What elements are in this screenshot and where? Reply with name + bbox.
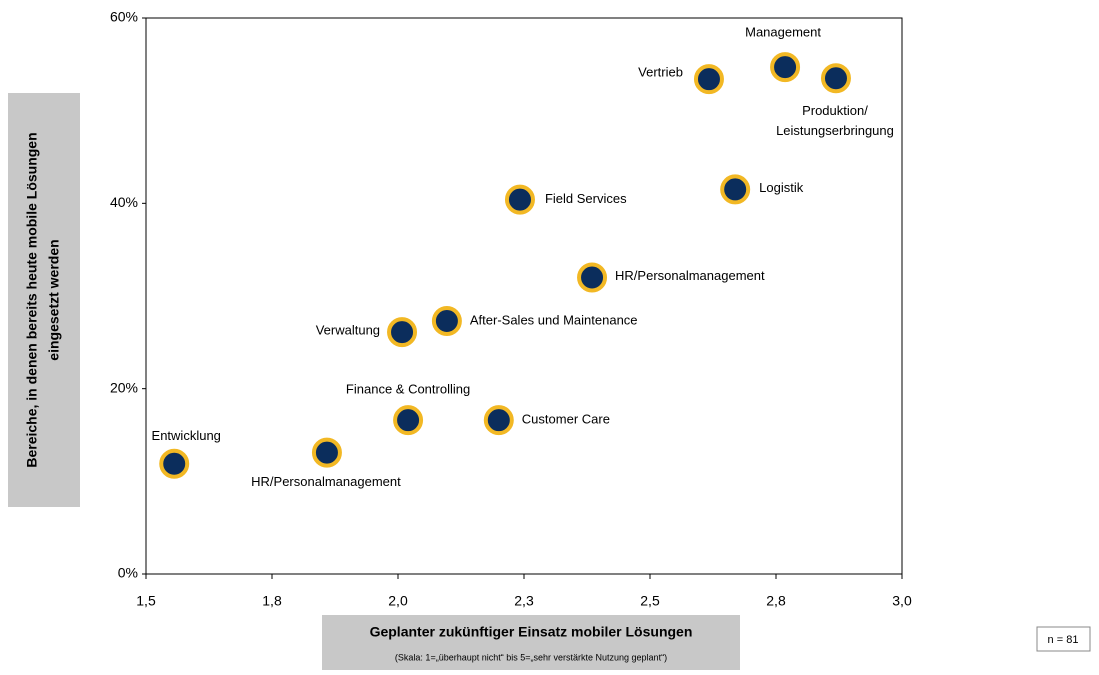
point <box>393 405 424 436</box>
y-label-box <box>8 93 80 507</box>
x-tick-label: 2,3 <box>514 593 534 609</box>
point <box>720 174 751 205</box>
point <box>504 184 535 215</box>
point <box>431 306 462 337</box>
y-label-line: eingesetzt werden <box>46 239 62 360</box>
x-tick-label: 1,5 <box>136 593 156 609</box>
point-label: Produktion/Leistungserbringung <box>776 104 894 139</box>
y-tick-label: 40% <box>110 194 138 210</box>
point-label: HR/Personalmanagement <box>615 268 765 283</box>
x-tick-label: 3,0 <box>892 593 912 609</box>
point <box>577 262 608 293</box>
x-label: Geplanter zukünftiger Einsatz mobiler Lö… <box>370 624 693 640</box>
x-label-box <box>322 615 740 670</box>
point <box>387 317 418 348</box>
point-label: Field Services <box>545 191 627 206</box>
point-label: HR/Personalmanagement <box>251 474 401 489</box>
y-tick-label: 20% <box>110 379 138 395</box>
point <box>770 52 801 83</box>
y-tick-label: 60% <box>110 9 138 25</box>
point-label: Verwaltung <box>316 323 380 338</box>
x-tick-label: 2,0 <box>388 593 408 609</box>
y-tick-label: 0% <box>118 565 138 581</box>
x-tick-label: 2,8 <box>766 593 786 609</box>
plot-frame <box>145 17 903 575</box>
point-label: Customer Care <box>522 412 610 427</box>
point <box>693 64 724 95</box>
point <box>820 63 851 94</box>
point-label: After-Sales und Maintenance <box>470 312 638 327</box>
point <box>483 405 514 436</box>
x-label-note: (Skala: 1=„überhaupt nicht“ bis 5=„sehr … <box>395 652 667 662</box>
point-label: Management <box>745 25 821 40</box>
note-box <box>1036 626 1091 652</box>
point-label: Logistik <box>759 180 804 195</box>
point <box>159 448 190 479</box>
y-label-line: Bereiche, in denen bereits heute mobile … <box>24 132 40 467</box>
point-label: Finance & Controlling <box>346 382 470 397</box>
x-tick-label: 2,5 <box>640 593 660 609</box>
x-tick-label: 1,8 <box>262 593 282 609</box>
point-label: Entwicklung <box>152 428 221 443</box>
point <box>311 437 342 468</box>
y-label: Bereiche, in denen bereits heute mobile … <box>24 132 62 467</box>
point-label: Vertrieb <box>638 65 683 80</box>
note: n = 81 <box>1048 634 1079 646</box>
